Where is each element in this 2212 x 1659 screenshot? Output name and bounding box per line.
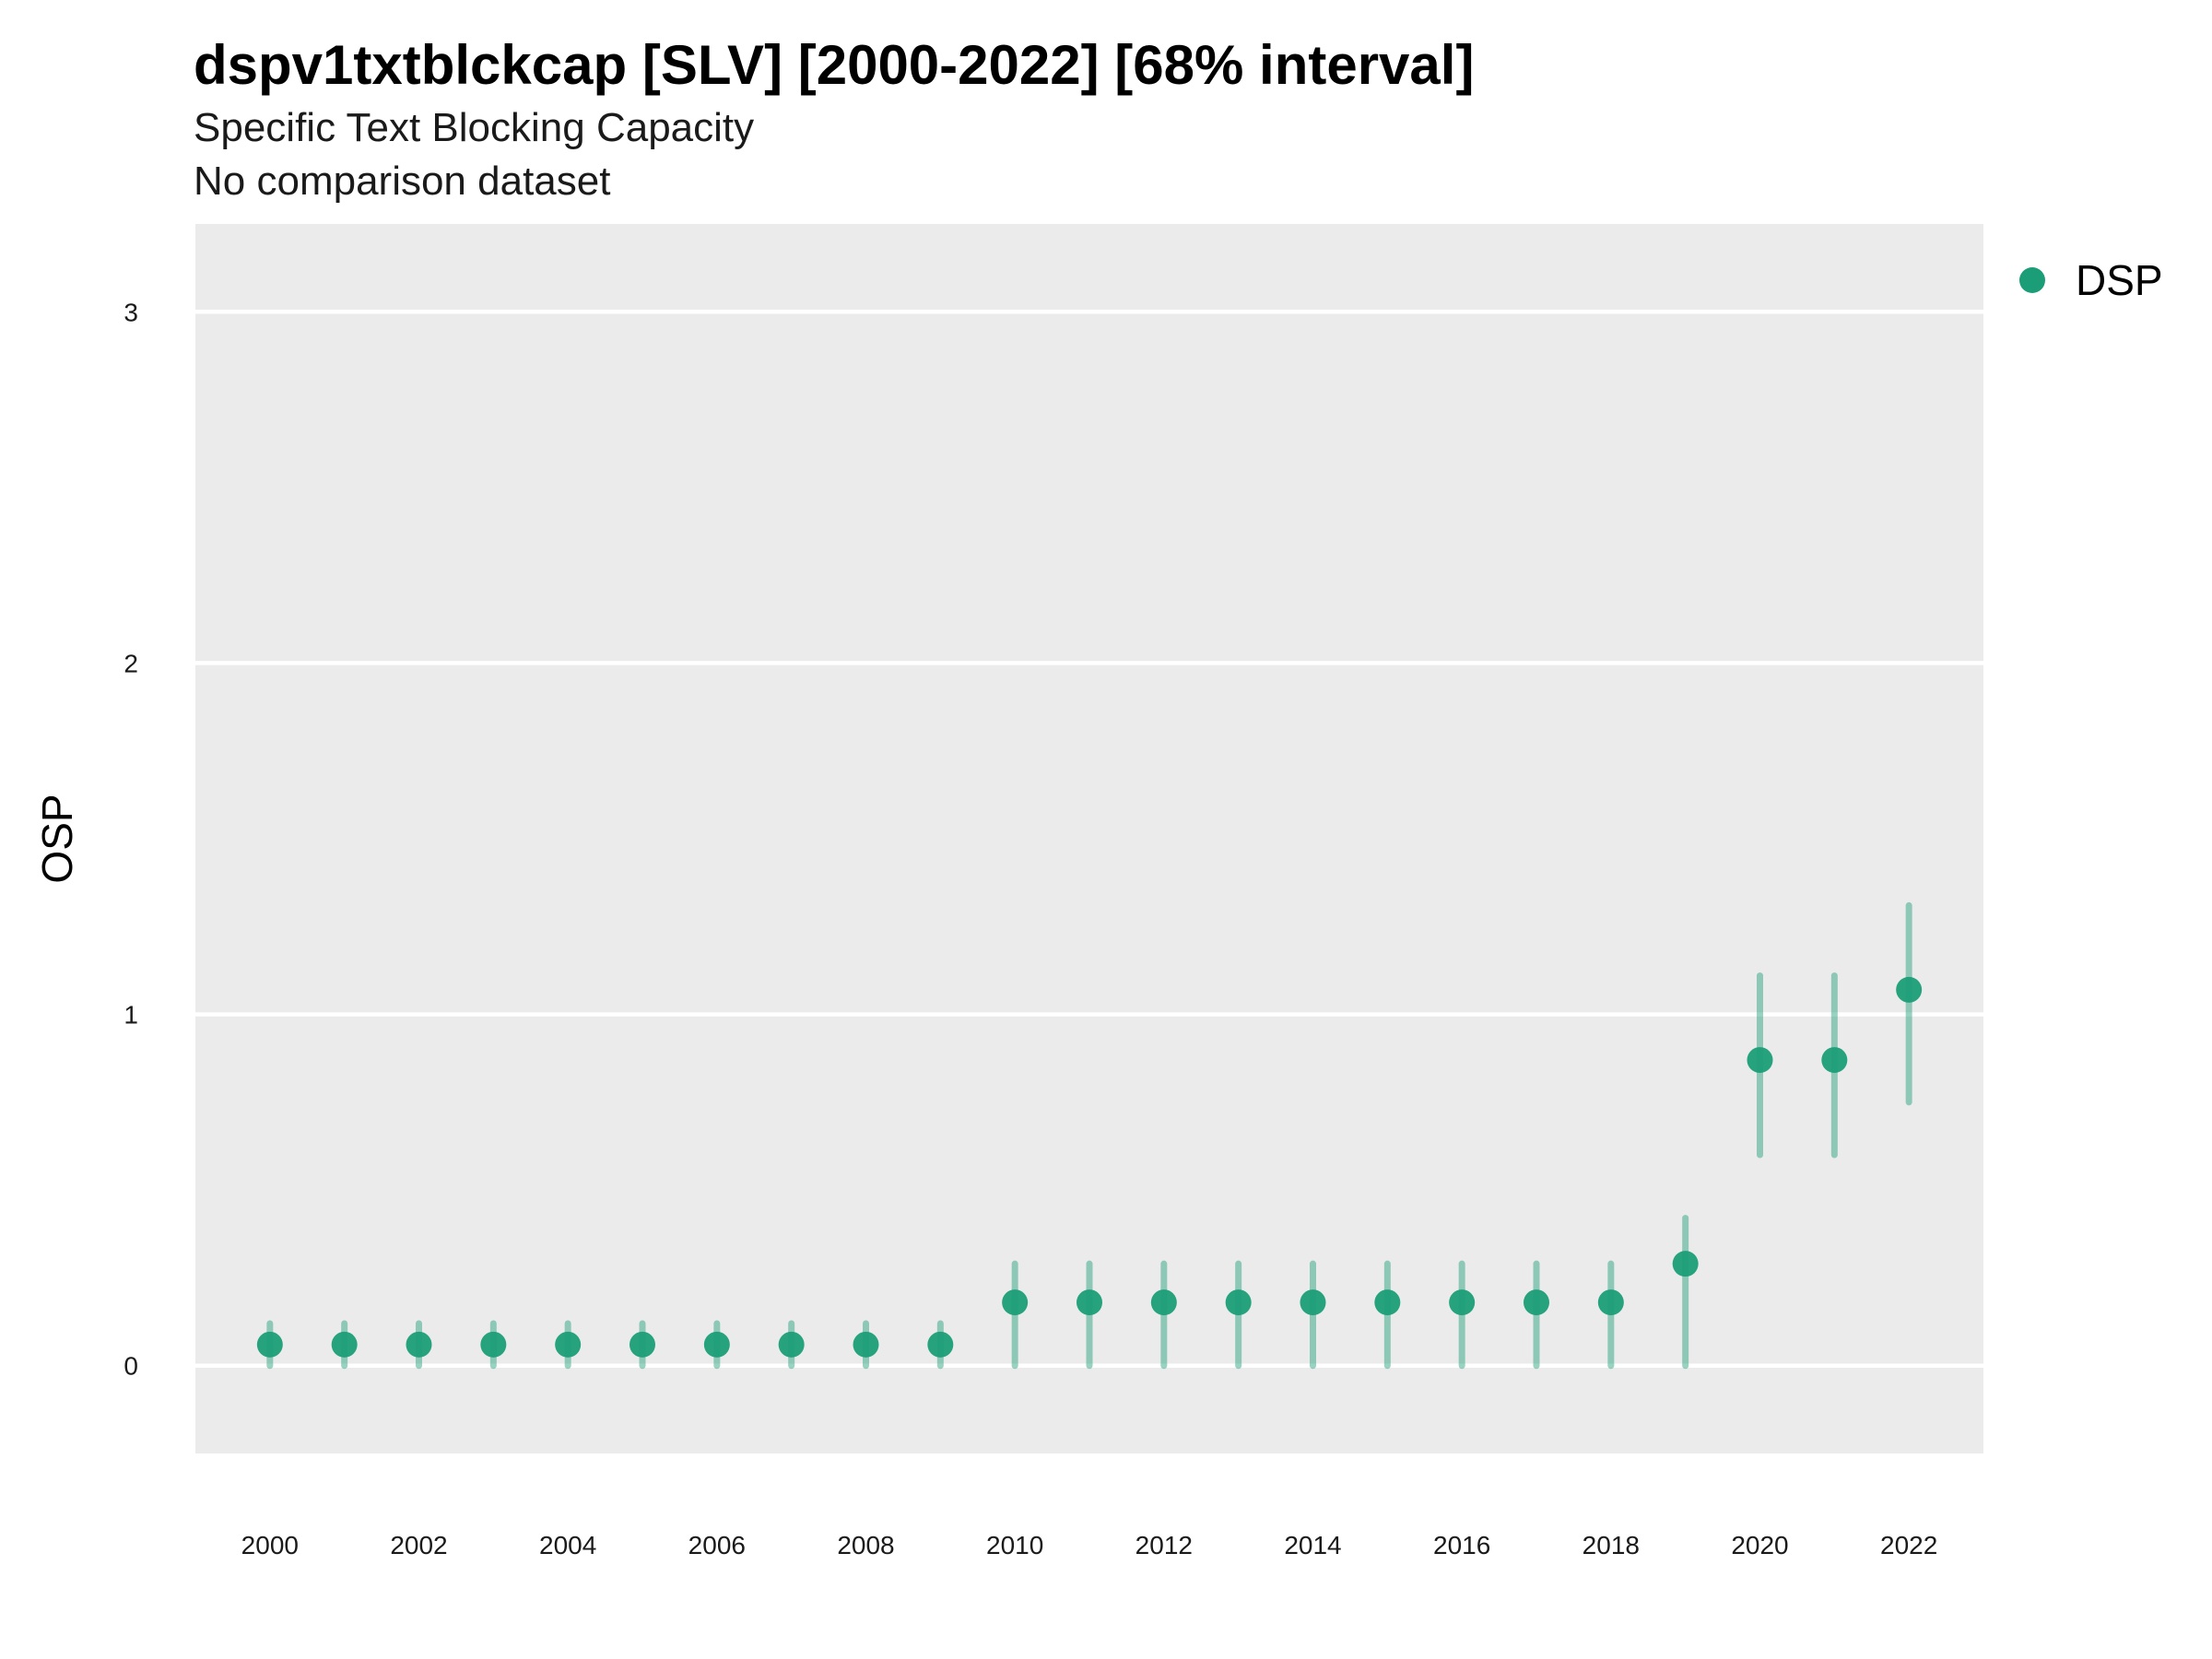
data-point [853,1331,879,1358]
data-point [1821,1047,1848,1074]
data-point [1374,1289,1401,1316]
chart-subtitle-comparison: No comparison dataset [194,159,611,204]
legend: DSP [2019,256,2163,304]
legend-key-dsp [2019,267,2045,293]
x-tick-label: 2012 [1135,1531,1193,1559]
x-tick-label: 2006 [688,1531,746,1559]
y-tick-label: 2 [124,649,138,677]
data-point [927,1331,954,1358]
data-point [778,1331,805,1358]
x-tick-label: 2022 [1880,1531,1937,1559]
y-tick-label: 0 [124,1352,138,1381]
data-point [1747,1047,1773,1074]
y-axis-ticks: 0 1 2 3 [124,298,138,1380]
data-point [1896,976,1923,1003]
gridlines [195,310,1983,1368]
x-tick-label: 2020 [1731,1531,1788,1559]
x-tick-label: 2016 [1433,1531,1490,1559]
data-point [480,1331,507,1358]
plot-panel [195,224,1983,1453]
data-point [1077,1289,1102,1316]
legend-label-dsp: DSP [2076,256,2163,304]
x-tick-label: 2004 [539,1531,596,1559]
data-point [629,1331,655,1358]
y-tick-label: 1 [124,1001,138,1030]
x-axis-ticks: 2000 2002 2004 2006 2008 2010 2012 2014 2016 2018… [241,1531,1938,1559]
data-point [703,1331,730,1358]
x-tick-label: 2002 [390,1531,447,1559]
y-axis-label: OSP [33,794,81,883]
data-point [256,1331,283,1358]
x-tick-label: 2008 [837,1531,894,1559]
data-point [1002,1289,1029,1316]
data-point [1449,1289,1476,1316]
x-tick-label: 2000 [241,1531,299,1559]
x-tick-label: 2010 [986,1531,1043,1559]
chart-subtitle: Specific Text Blocking Capacity [194,105,755,150]
data-point [1597,1289,1624,1316]
data-point [406,1331,432,1358]
y-tick-label: 3 [124,298,138,326]
data-point [1524,1289,1549,1316]
data-point [331,1331,358,1358]
data-point [1150,1289,1177,1316]
data-point [1225,1289,1252,1316]
data-marks [256,901,1923,1370]
data-point [555,1331,582,1358]
data-point [1300,1289,1326,1316]
x-tick-label: 2018 [1583,1531,1640,1559]
data-point [1672,1251,1699,1277]
chart-title: dspv1txtblckcap [SLV] [2000-2022] [68% i… [194,34,1475,96]
x-tick-label: 2014 [1284,1531,1341,1559]
